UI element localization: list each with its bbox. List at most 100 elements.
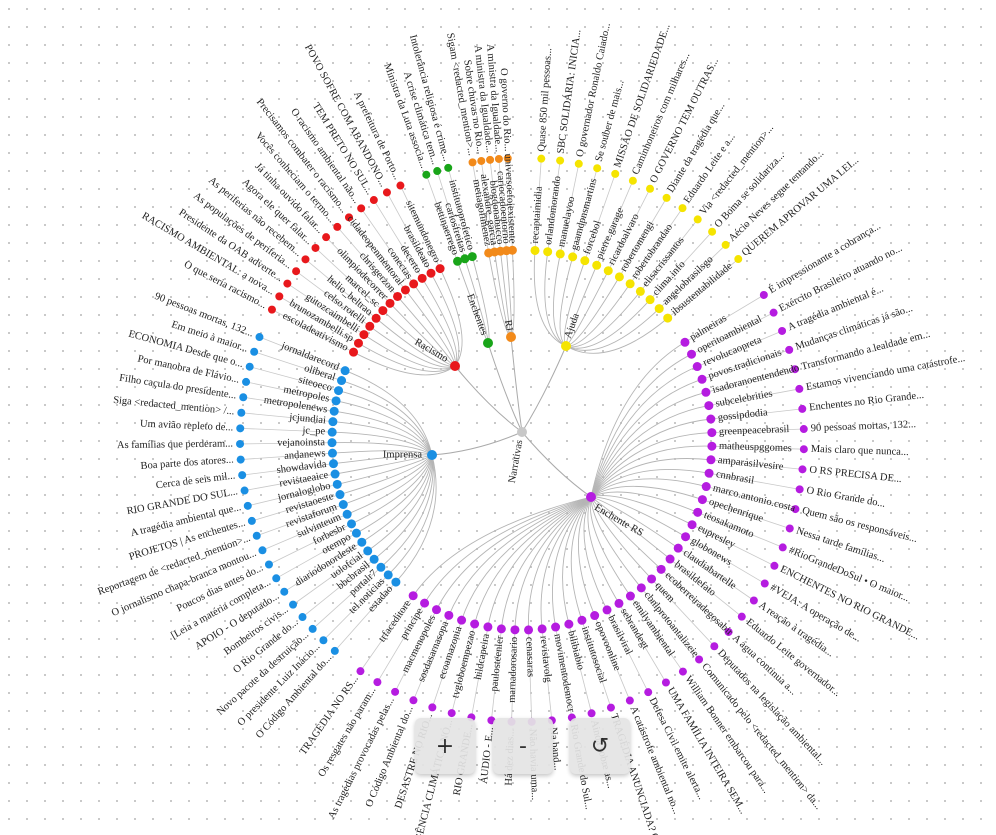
- leaf-link: [578, 496, 596, 616]
- post-node: [628, 176, 637, 185]
- leaf-link: [590, 405, 709, 498]
- account-node: [496, 624, 506, 634]
- account-node: [383, 570, 393, 580]
- account-node: [371, 313, 381, 323]
- post-node: [556, 156, 565, 165]
- account-node: [393, 291, 403, 301]
- leaf-link: [590, 485, 703, 501]
- leaf-connector: [431, 620, 462, 708]
- group-label: Imprensa: [383, 449, 422, 460]
- account-node: [483, 622, 493, 632]
- leaf-connector: [472, 162, 490, 254]
- post-node: [298, 613, 307, 622]
- leaf-link: [533, 250, 567, 347]
- leaf-connector: [640, 587, 700, 660]
- leaf-connector: [660, 569, 729, 633]
- leaf-connector: [710, 459, 803, 470]
- leaf-link: [487, 496, 592, 627]
- post-node: [678, 204, 687, 213]
- leaf-connector: [697, 330, 783, 367]
- post-node: [486, 155, 495, 164]
- post-node: [695, 655, 704, 664]
- leaf-connector: [377, 602, 425, 683]
- leaf-connector: [581, 620, 612, 708]
- leaf-connector: [240, 442, 333, 445]
- post-node: [255, 333, 264, 342]
- leaf-connector: [568, 624, 592, 714]
- post-node: [247, 516, 256, 525]
- leaf-connector: [708, 388, 800, 406]
- account-label: andanews: [284, 448, 326, 462]
- leaf-connector: [241, 412, 333, 423]
- post-node: [301, 255, 310, 264]
- leaf-link: [358, 342, 456, 372]
- post-node: [785, 345, 794, 354]
- leaf-link: [461, 496, 592, 621]
- root-node: [517, 427, 527, 437]
- post-node: [760, 579, 769, 588]
- leaf-connector: [360, 595, 414, 672]
- post-node: [280, 587, 289, 596]
- post-node: [319, 636, 328, 645]
- account-node: [327, 448, 337, 458]
- reset-button[interactable]: ↺: [570, 718, 630, 774]
- post-node: [382, 188, 391, 197]
- post-node: [369, 196, 378, 205]
- post-node: [721, 240, 730, 249]
- account-node: [420, 598, 430, 608]
- account-node: [409, 279, 419, 289]
- account-node: [692, 362, 702, 372]
- leaf-link: [351, 454, 433, 525]
- post-node: [428, 703, 437, 712]
- post-node: [770, 561, 779, 570]
- post-node: [778, 326, 787, 335]
- post-node: [791, 505, 800, 514]
- leaf-connector: [245, 381, 337, 402]
- leaf-connector: [507, 158, 513, 251]
- leaf-link: [570, 496, 592, 621]
- leaf-connector: [528, 629, 533, 722]
- post-node: [391, 687, 400, 696]
- zoom-in-button[interactable]: +: [415, 718, 475, 774]
- branch-link: [487, 342, 523, 433]
- post-node: [678, 667, 687, 676]
- post-label: As famílias que perderam...: [117, 439, 233, 452]
- post-node: [272, 574, 281, 583]
- leaf-connector: [240, 427, 333, 433]
- account-node: [507, 245, 517, 255]
- leaf-connector: [629, 207, 683, 285]
- account-label: cenasaras: [523, 637, 535, 678]
- leaf-link: [367, 454, 433, 552]
- post-node: [477, 156, 486, 165]
- leaf-connector: [249, 366, 339, 392]
- account-node: [568, 252, 578, 262]
- leaf-connector: [243, 396, 335, 412]
- leaf-link: [514, 496, 592, 630]
- account-node: [351, 528, 361, 538]
- account-node: [400, 285, 410, 295]
- leaf-connector: [259, 336, 346, 372]
- leaf-link: [565, 317, 668, 354]
- account-node: [460, 254, 470, 264]
- leaf-connector: [711, 428, 804, 434]
- zoom-out-button[interactable]: -: [493, 718, 553, 774]
- leaf-connector: [295, 270, 371, 327]
- post-node: [468, 158, 477, 167]
- post-node: [396, 181, 405, 190]
- leaf-connector: [685, 536, 765, 584]
- account-node: [625, 591, 635, 601]
- account-node: [328, 459, 338, 469]
- account-node: [614, 272, 624, 282]
- account-node: [453, 256, 463, 266]
- leaf-connector: [596, 180, 634, 266]
- account-node: [332, 479, 342, 489]
- leaf-link: [363, 334, 456, 370]
- account-node: [357, 537, 367, 547]
- post-node: [311, 243, 320, 252]
- account-node: [363, 546, 373, 556]
- post-node: [778, 543, 787, 552]
- account-node: [391, 577, 401, 587]
- post-node: [373, 678, 382, 687]
- leaf-connector: [292, 550, 368, 605]
